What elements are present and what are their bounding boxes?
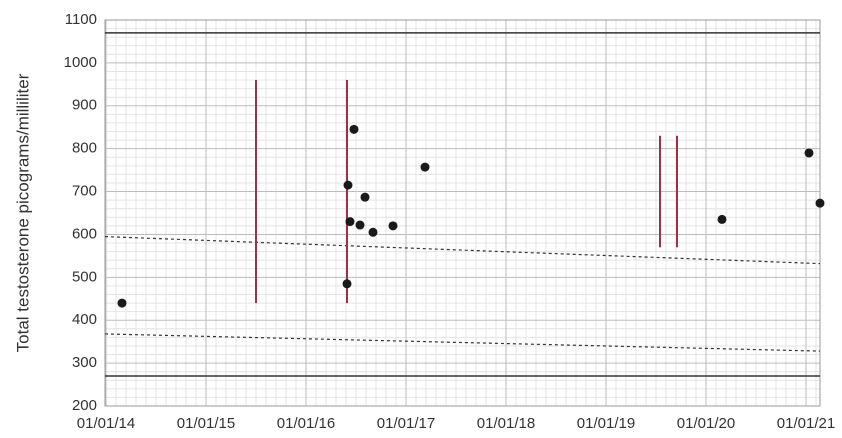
- y-tick-label: 1100: [65, 11, 97, 28]
- data-point: [815, 198, 825, 208]
- x-tick-label: 01/01/19: [577, 415, 635, 432]
- data-point: [117, 298, 127, 308]
- y-tick-label: 200: [72, 397, 97, 414]
- data-point: [342, 279, 352, 289]
- data-point: [368, 227, 378, 237]
- plot-frame: [104, 19, 821, 407]
- trend-line: [104, 235, 821, 265]
- data-point: [420, 162, 430, 172]
- y-tick-label: 1000: [64, 54, 97, 71]
- y-tick-label: 400: [72, 311, 97, 328]
- trend-line: [104, 333, 821, 352]
- x-tick-label: 01/01/17: [377, 415, 435, 432]
- data-point: [388, 221, 398, 231]
- y-tick-label: 800: [72, 140, 97, 157]
- x-tick-label: 01/01/18: [477, 415, 535, 432]
- data-point: [343, 180, 353, 190]
- x-tick-label: 01/01/15: [177, 415, 235, 432]
- y-axis-label: Total testosterone picograms/milliliter: [13, 73, 32, 352]
- y-tick-label: 900: [72, 97, 97, 114]
- y-tick-label: 300: [72, 354, 97, 371]
- data-point: [804, 148, 814, 158]
- data-point: [717, 214, 727, 224]
- x-tick-label: 01/01/16: [277, 415, 335, 432]
- x-tick-label: 01/01/20: [677, 415, 735, 432]
- data-point: [345, 217, 355, 227]
- y-tick-label: 700: [72, 183, 97, 200]
- data-point: [349, 124, 359, 134]
- data-point: [355, 220, 365, 230]
- x-tick-label: 01/01/21: [777, 415, 835, 432]
- x-tick-label: 01/01/14: [77, 415, 135, 432]
- y-tick-label: 600: [72, 225, 97, 242]
- y-tick-label: 500: [72, 268, 97, 285]
- data-point: [360, 192, 370, 202]
